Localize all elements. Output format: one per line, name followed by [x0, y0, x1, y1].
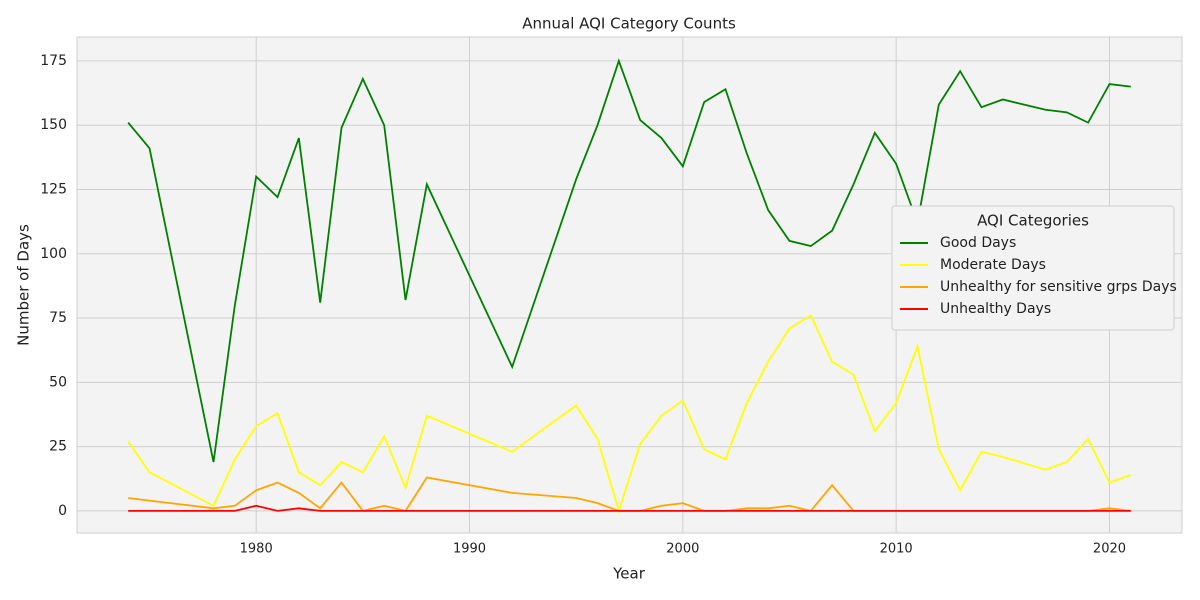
legend-title: AQI Categories: [977, 212, 1089, 230]
legend-label: Unhealthy for sensitive grps Days: [940, 279, 1177, 295]
y-tick-label: 0: [58, 503, 67, 519]
legend-label: Good Days: [940, 235, 1016, 251]
y-axis-label: Number of Days: [15, 224, 33, 346]
data-line: [128, 504, 1131, 512]
legend: AQI Categories Good Days Moderate Days Unhe…: [891, 205, 1177, 331]
chart-title: Annual AQI Category Counts: [522, 15, 736, 33]
y-tick-label: 75: [49, 310, 67, 326]
data-line: [127, 58, 1131, 463]
legend-label: Moderate Days: [940, 257, 1046, 273]
x-axis-label: Year: [612, 565, 646, 583]
x-tick-label: 2000: [666, 542, 699, 557]
data-line: [127, 314, 1132, 514]
legend-label: Unhealthy Days: [940, 301, 1051, 317]
y-tick-label: 100: [40, 246, 67, 262]
y-tick-label: 125: [40, 181, 67, 197]
x-tick-label: 1990: [453, 542, 486, 557]
legend-box: [891, 205, 1175, 331]
x-tick-label: 2020: [1093, 542, 1126, 557]
lines: [127, 58, 1132, 514]
x-tick-label: 1980: [240, 542, 273, 557]
y-tick-label: 50: [49, 374, 67, 390]
y-tick-label: 175: [40, 53, 67, 69]
y-tick-label: 150: [40, 117, 67, 133]
y-tick-label: 25: [49, 439, 67, 455]
x-tick-label: 2010: [880, 542, 913, 557]
